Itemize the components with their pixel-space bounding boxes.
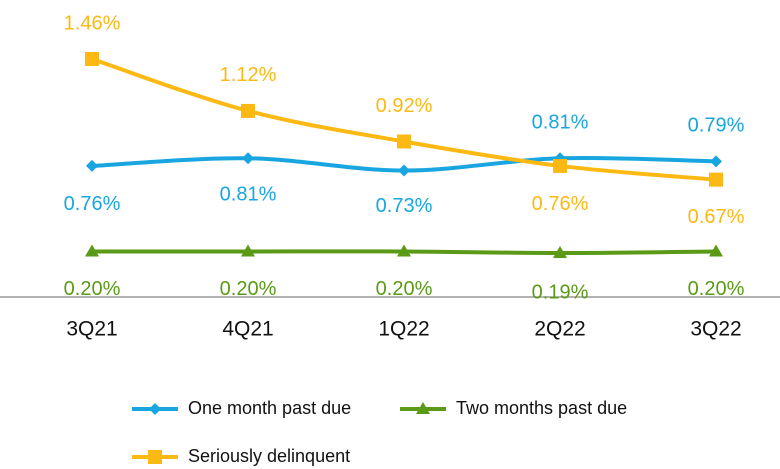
legend-marker: [148, 450, 162, 464]
data-point: [242, 152, 254, 165]
legend-marker: [416, 402, 430, 414]
data-label: 0.20%: [64, 278, 121, 300]
data-label: 0.81%: [220, 184, 277, 206]
x-tick-label: 4Q21: [222, 318, 273, 341]
legend-label: Two months past due: [456, 398, 627, 418]
x-tick-label: 3Q22: [690, 318, 741, 341]
data-point: [553, 158, 567, 173]
data-point: [85, 244, 99, 257]
data-label: 0.20%: [220, 278, 277, 300]
data-point: [241, 103, 255, 118]
x-tick-label: 1Q22: [378, 318, 429, 341]
data-point: [241, 244, 255, 257]
data-label: 0.19%: [532, 281, 589, 303]
data-point: [397, 134, 411, 149]
data-point: [398, 164, 410, 177]
x-tick-label: 2Q22: [534, 318, 585, 341]
data-point: [86, 159, 98, 172]
data-label: 1.46%: [64, 12, 121, 34]
x-tick-label: 3Q21: [66, 318, 117, 341]
legend-label: One month past due: [188, 398, 351, 418]
data-label: 0.92%: [376, 95, 433, 117]
data-point: [709, 172, 723, 187]
data-label: 0.20%: [688, 278, 745, 300]
data-point: [710, 155, 722, 168]
data-label: 0.73%: [376, 195, 433, 217]
data-point: [397, 244, 411, 257]
data-label: 0.67%: [688, 206, 745, 228]
data-point: [553, 246, 567, 258]
legend-marker: [149, 403, 161, 415]
data-label: 0.76%: [532, 193, 589, 215]
data-label: 0.81%: [532, 112, 589, 134]
data-label: 0.76%: [64, 193, 121, 215]
data-label: 1.12%: [220, 64, 277, 86]
data-point: [709, 244, 723, 257]
data-label: 0.20%: [376, 278, 433, 300]
data-point: [85, 52, 99, 66]
data-label: 0.79%: [688, 115, 745, 137]
legend-label: Seriously delinquent: [188, 446, 350, 466]
